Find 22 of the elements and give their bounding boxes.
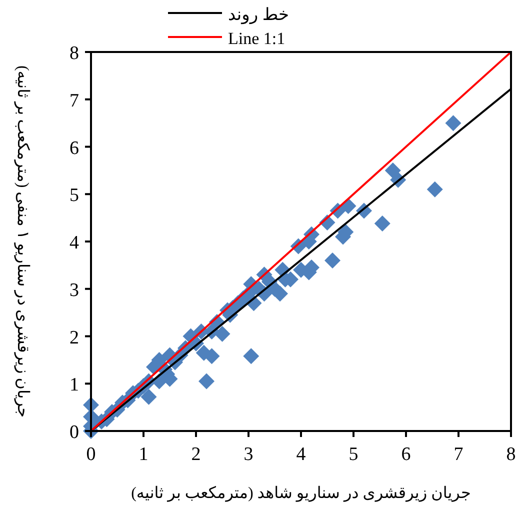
y-tick-label: 7	[70, 90, 79, 112]
x-axis-title: جریان زیرقشری در سناریو شاهد (مترمکعب بر ثانیه)	[131, 485, 471, 502]
y-axis-title: جریان زیرقشری در سناریو ۱ منفی (مترمکعب بر ثانیه)	[14, 65, 31, 418]
y-tick-label: 6	[70, 138, 79, 159]
y-tick-label: 1	[70, 374, 79, 396]
y-tick-label: 5	[70, 185, 79, 206]
y-tick-label: 4	[70, 232, 80, 254]
y-tick-label: 3	[70, 280, 79, 301]
x-tick-label: 6	[401, 444, 411, 465]
x-tick-label: 4	[296, 444, 306, 465]
legend-label: Line 1:1	[228, 29, 286, 48]
x-tick-label: 3	[244, 444, 254, 465]
y-tick-label: 0	[70, 422, 79, 443]
x-tick-label: 2	[191, 444, 201, 465]
x-tick-label: 1	[138, 444, 148, 465]
x-tick-label: 0	[86, 444, 96, 465]
x-tick-label: 5	[348, 444, 358, 465]
y-tick-label: 2	[70, 327, 79, 348]
x-tick-label: 8	[506, 444, 516, 465]
y-tick-label: 8	[70, 43, 79, 64]
legend-label: خط روند	[228, 5, 289, 25]
x-tick-label: 7	[454, 444, 464, 465]
